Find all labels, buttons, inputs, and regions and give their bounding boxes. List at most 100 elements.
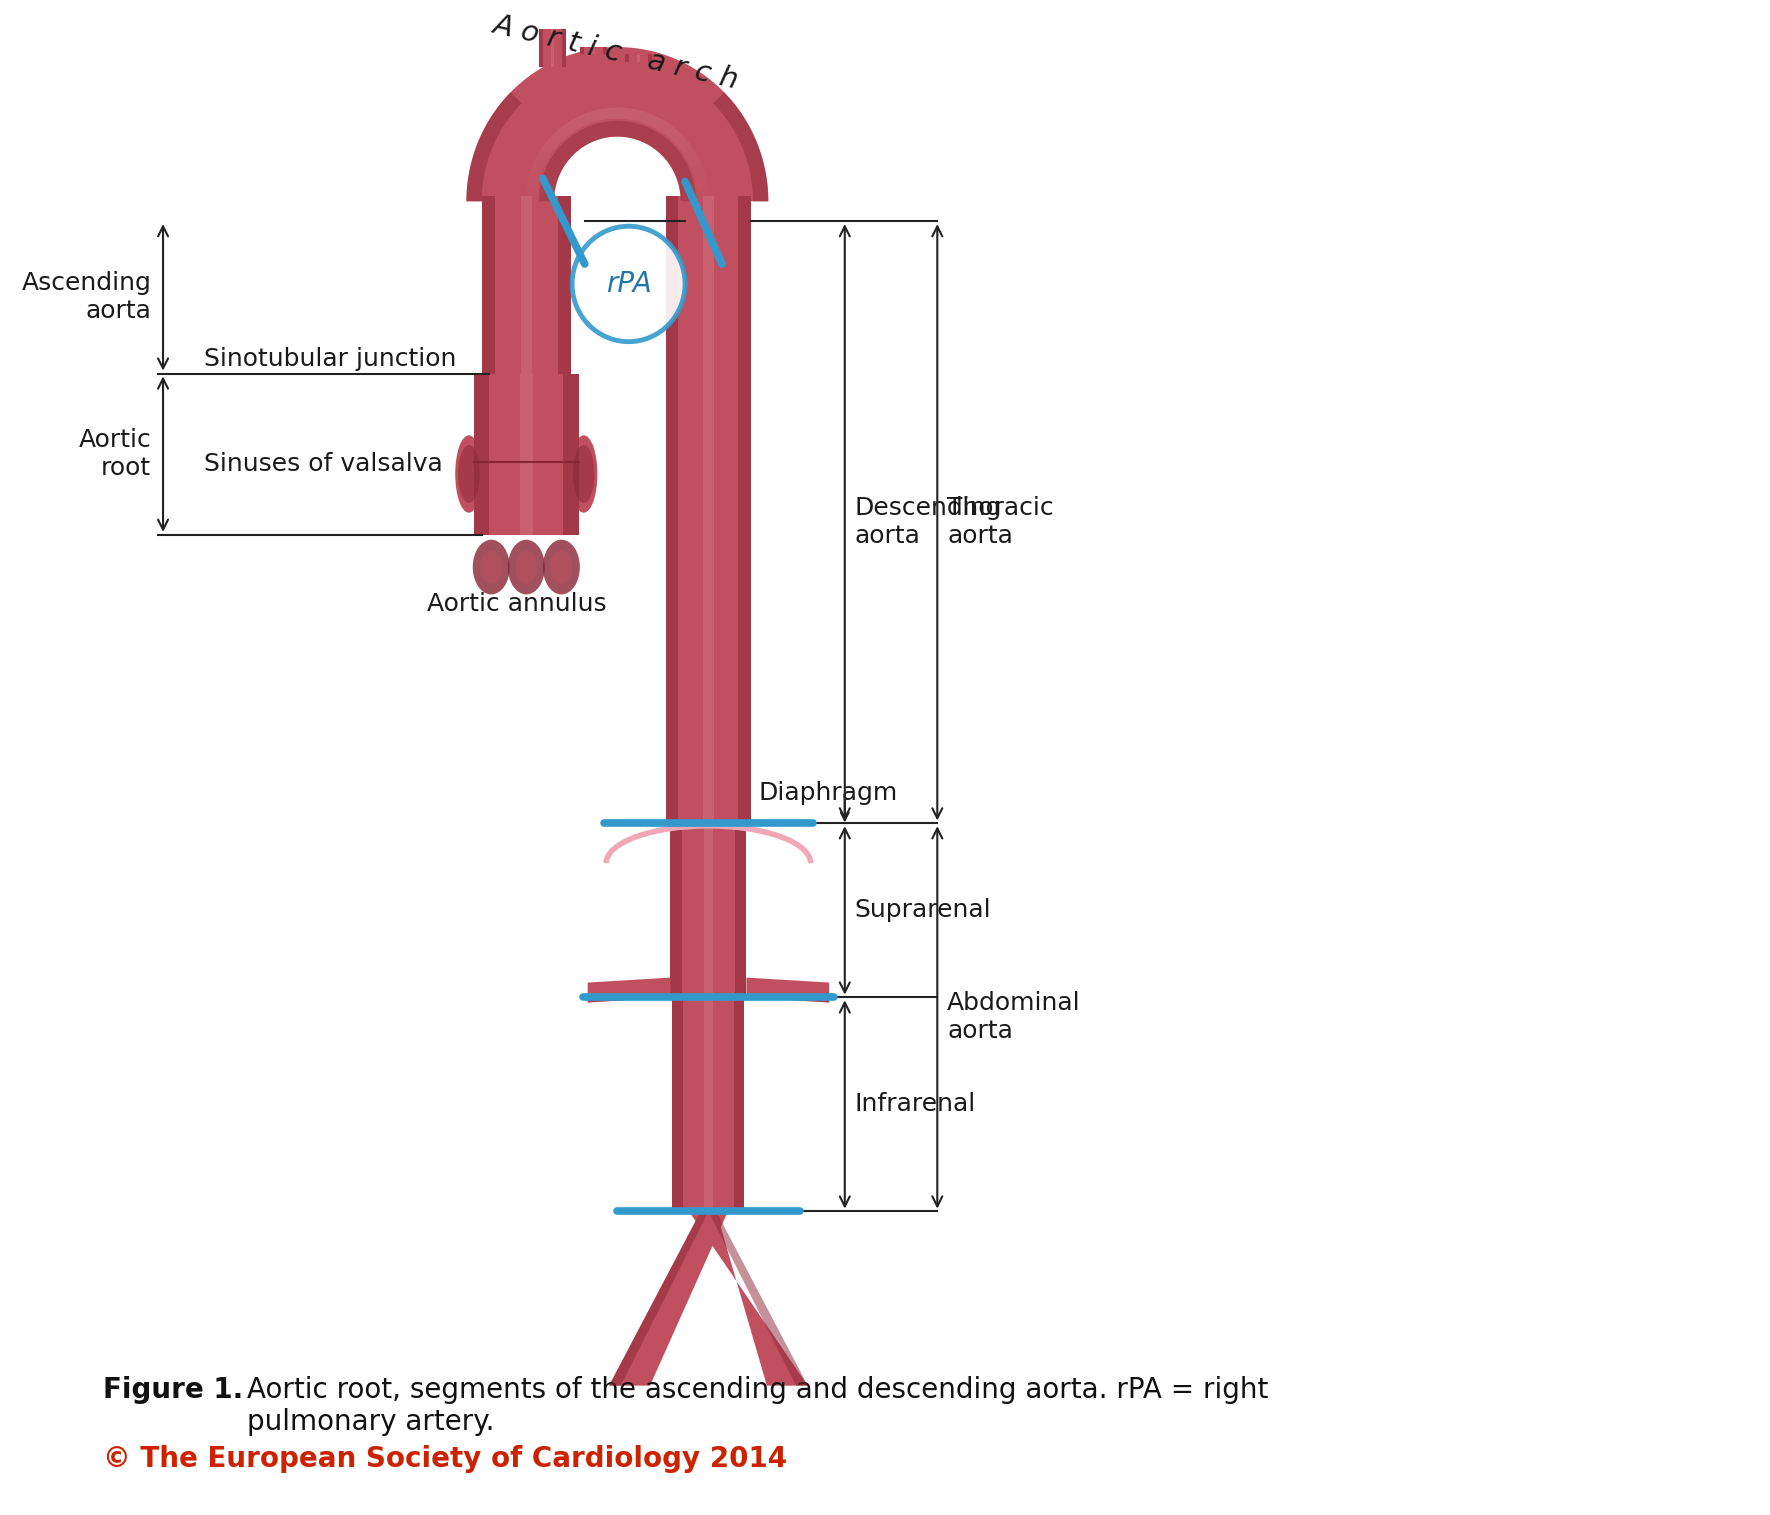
Polygon shape [588, 112, 593, 123]
Text: © The European Society of Cardiology 2014: © The European Society of Cardiology 201… [103, 1445, 788, 1473]
Polygon shape [556, 150, 568, 161]
Text: Sinuses of valsalva: Sinuses of valsalva [204, 451, 442, 476]
Polygon shape [752, 191, 768, 197]
Polygon shape [538, 197, 554, 200]
Polygon shape [658, 120, 666, 132]
Polygon shape [671, 823, 747, 997]
Polygon shape [573, 133, 584, 147]
Polygon shape [529, 174, 540, 180]
Polygon shape [467, 197, 481, 201]
Polygon shape [680, 191, 696, 195]
Polygon shape [651, 133, 660, 147]
Polygon shape [660, 121, 669, 132]
Ellipse shape [515, 550, 538, 583]
Polygon shape [713, 92, 727, 106]
Polygon shape [742, 138, 758, 148]
Text: Diaphragm: Diaphragm [758, 782, 897, 806]
Polygon shape [565, 123, 573, 133]
Polygon shape [689, 156, 699, 164]
Polygon shape [609, 1212, 708, 1386]
Polygon shape [471, 156, 487, 165]
Polygon shape [540, 183, 556, 189]
Polygon shape [736, 129, 752, 139]
Polygon shape [740, 133, 754, 144]
Polygon shape [540, 148, 550, 156]
Polygon shape [582, 114, 589, 126]
Polygon shape [655, 138, 667, 152]
Polygon shape [588, 994, 671, 1003]
Polygon shape [676, 170, 690, 177]
Polygon shape [660, 142, 673, 155]
Polygon shape [565, 141, 575, 155]
Polygon shape [694, 173, 706, 179]
Text: A o r t i c   a r c h: A o r t i c a r c h [490, 11, 742, 94]
Polygon shape [577, 117, 584, 127]
Polygon shape [543, 171, 559, 179]
Polygon shape [752, 186, 768, 192]
Polygon shape [536, 153, 549, 161]
Polygon shape [637, 53, 641, 62]
Polygon shape [717, 95, 731, 111]
Polygon shape [666, 197, 750, 823]
Polygon shape [681, 198, 696, 201]
Polygon shape [625, 121, 628, 138]
Polygon shape [662, 123, 671, 133]
Polygon shape [669, 156, 683, 167]
Text: rPA: rPA [605, 270, 651, 298]
Polygon shape [616, 108, 619, 118]
Text: Suprarenal: Suprarenal [855, 898, 991, 923]
Polygon shape [489, 115, 504, 129]
Polygon shape [469, 167, 485, 174]
Polygon shape [678, 139, 689, 148]
Text: Aortic
root: Aortic root [78, 429, 152, 480]
Polygon shape [653, 117, 660, 129]
Polygon shape [632, 109, 635, 121]
Polygon shape [485, 124, 499, 136]
Polygon shape [533, 164, 543, 171]
Polygon shape [527, 183, 538, 188]
Polygon shape [628, 123, 634, 138]
Polygon shape [563, 142, 575, 155]
Polygon shape [689, 1212, 807, 1386]
Polygon shape [589, 111, 596, 123]
Polygon shape [664, 145, 676, 158]
Polygon shape [671, 158, 685, 168]
Polygon shape [543, 144, 554, 153]
Polygon shape [589, 126, 596, 141]
Polygon shape [678, 182, 694, 186]
Polygon shape [651, 117, 658, 127]
Polygon shape [621, 108, 625, 120]
Polygon shape [579, 115, 586, 126]
Polygon shape [547, 165, 561, 174]
Polygon shape [678, 179, 694, 185]
Polygon shape [540, 29, 543, 67]
Polygon shape [550, 158, 565, 168]
Polygon shape [621, 121, 623, 136]
Polygon shape [572, 135, 582, 148]
Polygon shape [538, 194, 554, 197]
Text: Descending
aorta: Descending aorta [855, 497, 1002, 548]
Polygon shape [573, 117, 582, 129]
Polygon shape [471, 162, 487, 170]
Polygon shape [643, 127, 650, 142]
Polygon shape [527, 177, 540, 183]
Polygon shape [563, 374, 579, 535]
Polygon shape [561, 144, 573, 156]
Polygon shape [683, 148, 694, 156]
Polygon shape [593, 111, 598, 121]
Polygon shape [731, 115, 745, 129]
Polygon shape [480, 133, 496, 144]
Polygon shape [481, 129, 497, 139]
Text: Figure 1.: Figure 1. [103, 1376, 242, 1404]
Polygon shape [689, 159, 701, 165]
Polygon shape [563, 29, 566, 67]
Polygon shape [666, 150, 680, 161]
Polygon shape [520, 197, 531, 374]
Polygon shape [673, 132, 681, 142]
Polygon shape [558, 148, 570, 159]
Polygon shape [536, 156, 547, 164]
Polygon shape [635, 124, 643, 141]
Polygon shape [584, 112, 591, 124]
Polygon shape [750, 176, 766, 183]
Polygon shape [559, 145, 572, 158]
